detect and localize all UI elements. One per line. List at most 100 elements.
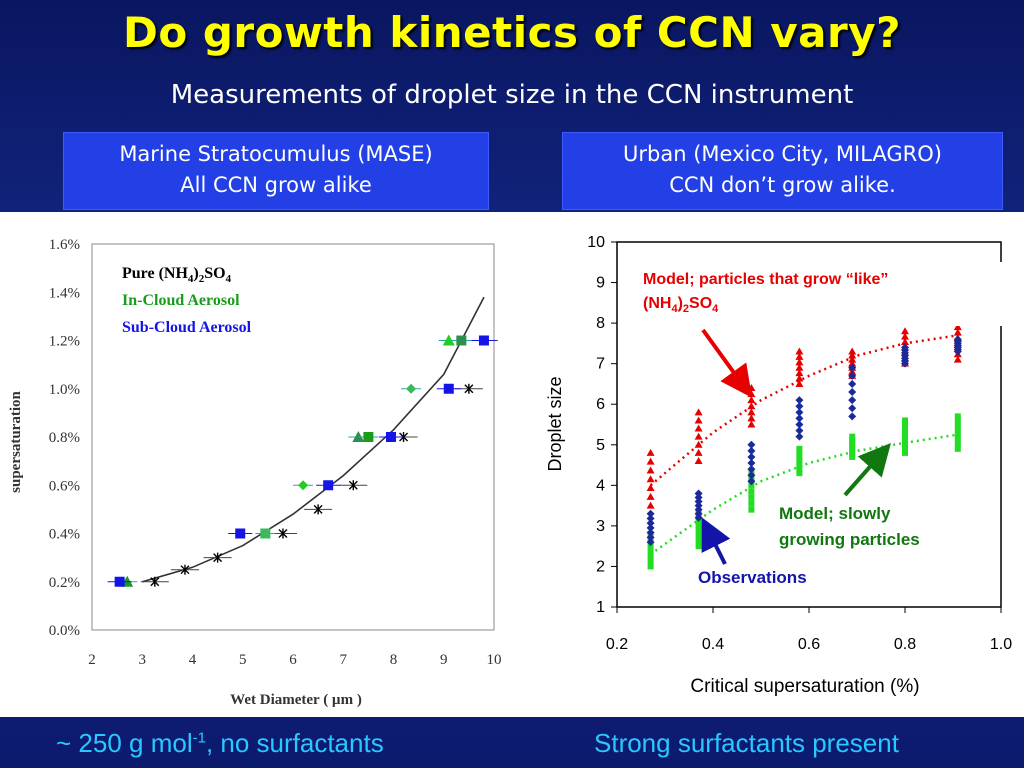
left-y-tick-label: 0.0% [49, 623, 80, 639]
left-x-tick-label: 4 [189, 652, 197, 668]
red-model-point [795, 352, 804, 360]
green-model-point [902, 439, 908, 446]
slide-subtitle: Measurements of droplet size in the CCN … [170, 80, 854, 110]
right-y-tick-label: 7 [596, 356, 605, 373]
sub-cloud-point [443, 383, 454, 394]
green-model-point [849, 443, 856, 450]
left-y-tick-label: 1.2% [49, 334, 80, 350]
green-model-point [902, 428, 908, 435]
left-y-tick-label: 0.6% [49, 478, 80, 494]
observation-point [747, 459, 756, 468]
green-model-point [954, 435, 961, 442]
right-header-line1: Urban (Mexico City, MILAGRO) [623, 142, 942, 166]
red-model-point [747, 420, 756, 428]
red-model-point [694, 432, 703, 440]
pure-point [348, 480, 358, 491]
left-x-tick-label: 5 [239, 652, 247, 668]
left-x-tick-label: 9 [440, 652, 448, 668]
red-model-point [646, 501, 655, 509]
left-footer-post: , no surfactants [205, 728, 384, 758]
red-model-point [747, 414, 756, 422]
left-y-tick-label: 0.4% [49, 527, 80, 543]
observation-point [646, 528, 655, 537]
green-model-point [748, 482, 755, 489]
right-header-line2: CCN don’t grow alike. [669, 173, 896, 197]
left-y-tick-label: 1.0% [49, 382, 80, 398]
left-y-axis-label: supersaturation [8, 391, 24, 493]
in-cloud-point [260, 528, 271, 539]
observation-point [747, 446, 756, 455]
left-x-tick-label: 7 [340, 652, 348, 668]
red-model-point [953, 355, 962, 363]
right-chart: 0.2 0.4 0.6 0.8 1.0 1 2 3 4 5 6 7 8 9 10 Critical supe… [545, 234, 1024, 697]
green-model-point [748, 506, 755, 513]
red-model-point [795, 347, 804, 355]
right-y-axis-label: Droplet size [545, 376, 565, 471]
red-model-point [694, 448, 703, 456]
blue-annotation: Observations [698, 568, 807, 587]
red-model-point [848, 351, 857, 359]
green-model-point [849, 447, 856, 454]
left-x-tick-label: 3 [139, 652, 147, 668]
sub-cloud-point [235, 528, 246, 539]
green-annotation-line2: growing particles [779, 530, 920, 549]
red-model-point [694, 424, 703, 432]
legend-pure: Pure (NH4)2SO4 [122, 265, 232, 285]
left-footer: ~ 250 g mol-1, no surfactants [56, 728, 384, 759]
sub-cloud-point [114, 576, 125, 587]
observation-point [848, 371, 857, 380]
red-model-point [646, 492, 655, 500]
right-y-tick-label: 5 [596, 437, 605, 454]
observation-point [848, 404, 857, 413]
right-y-tick-label: 9 [596, 275, 605, 292]
green-model-point [849, 453, 856, 460]
legend-sub-cloud: Sub-Cloud Aerosol [122, 319, 252, 336]
red-model-point [646, 484, 655, 492]
red-model-point [747, 384, 756, 391]
observation-point [694, 501, 703, 510]
green-model-point [954, 424, 961, 431]
green-model-point [796, 470, 803, 477]
left-footer-pre: ~ 250 g mol [56, 728, 193, 758]
red-model-point [646, 457, 655, 465]
sub-cloud-point [385, 432, 396, 442]
left-panel-header: Marine Stratocumulus (MASE) All CCN grow… [63, 132, 489, 210]
right-x-axis-label: Critical supersaturation (%) [690, 676, 919, 697]
observation-point [694, 505, 703, 514]
left-footer-sup: -1 [192, 729, 206, 747]
observation-point [747, 465, 756, 474]
green-model-point [695, 532, 702, 539]
right-x-tick-label: 1.0 [990, 636, 1012, 653]
observation-point [795, 396, 804, 405]
left-chart-panel: 2 3 4 5 6 7 8 9 10 0.0% 0.2% 0.4% 0.6% 0.8% 1.0% 1.2% 1.… [0, 212, 527, 717]
green-model-point [695, 526, 702, 533]
green-model-point [849, 437, 856, 444]
red-model-point [646, 466, 655, 474]
red-model-point [694, 416, 703, 424]
green-model-point [647, 563, 654, 570]
left-x-tick-label: 10 [487, 652, 502, 668]
green-model-point [954, 445, 961, 452]
red-model-point [795, 374, 804, 382]
pure-point [180, 564, 190, 575]
red-annotation-line2: (NH4)2SO4 [643, 295, 719, 315]
right-y-tick-label: 3 [596, 518, 605, 535]
left-chart: 2 3 4 5 6 7 8 9 10 0.0% 0.2% 0.4% 0.6% 0.8% 1.0% 1.2% 1.… [8, 237, 502, 708]
left-x-tick-label: 8 [390, 652, 398, 668]
observation-point [694, 497, 703, 506]
in-cloud-point [352, 431, 365, 442]
red-model-point [848, 355, 857, 363]
green-model-point [748, 494, 755, 501]
green-model-point [647, 552, 654, 559]
right-y-tick-label: 8 [596, 315, 605, 332]
red-model-point [795, 358, 804, 366]
observation-point [646, 523, 655, 532]
left-fit-curve [142, 296, 485, 583]
red-model-point [646, 475, 655, 483]
observation-point [646, 533, 655, 542]
observation-point [901, 343, 909, 352]
right-y-tick-label: 6 [596, 396, 605, 413]
red-model-point [795, 379, 804, 387]
pure-point [464, 383, 474, 394]
in-cloud-point [363, 432, 374, 442]
